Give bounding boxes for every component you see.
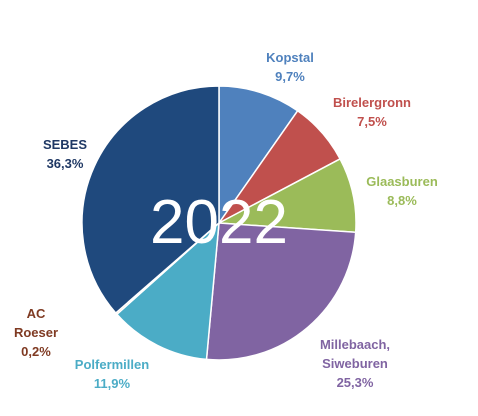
slice-label: Kopstal 9,7% [266, 50, 314, 84]
slice-name-label: Siweburen [322, 356, 388, 371]
slice-name-label: AC [27, 306, 46, 321]
pie-slice [81, 85, 220, 315]
slice-label: SEBES 36,3% [43, 137, 87, 171]
slice-label: Birelergronn 7,5% [333, 95, 411, 129]
slice-label: Polfermillen 11,9% [75, 357, 149, 391]
slice-value-label: 7,5% [357, 114, 387, 129]
slice-name-label: Kopstal [266, 50, 314, 65]
slice-value-label: 9,7% [275, 69, 305, 84]
slice-value-label: 8,8% [387, 193, 417, 208]
slice-name-label: Polfermillen [75, 357, 149, 372]
pie-slice [115, 221, 220, 361]
slice-name-label: SEBES [43, 137, 87, 152]
pie-slice [218, 85, 299, 226]
slice-label: Glaasburen 8,8% [366, 174, 438, 208]
slice-value-label: 0,2% [21, 344, 51, 359]
slice-name-label: Glaasburen [366, 174, 438, 189]
slice-label: AC Roeser 0,2% [14, 306, 58, 359]
pie-slice [205, 222, 357, 361]
slice-label: Millebaach, Siweburen 25,3% [320, 337, 390, 390]
slice-value-label: 25,3% [337, 375, 374, 390]
slice-name-label: Birelergronn [333, 95, 411, 110]
slice-name-label: Millebaach, [320, 337, 390, 352]
pie-slices [81, 85, 357, 361]
slice-name-label: Roeser [14, 325, 58, 340]
slice-value-label: 36,3% [47, 156, 84, 171]
center-year-label: 2022 [150, 188, 288, 257]
slice-labels: Kopstal 9,7% Birelergronn 7,5% Glaasburen 8,8… [14, 50, 438, 391]
slice-value-label: 11,9% [94, 376, 131, 391]
